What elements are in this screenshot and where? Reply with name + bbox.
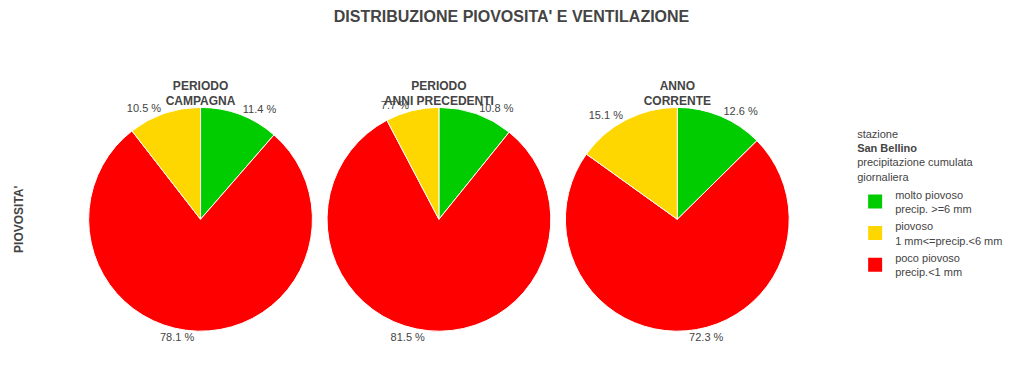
svg-text:piovoso1 mm<=precip.<6 mm: piovoso1 mm<=precip.<6 mm (895, 220, 1002, 246)
svg-text:molto piovosoprecip. >=6 mm: molto piovosoprecip. >=6 mm (895, 189, 971, 215)
svg-text:7.7 %: 7.7 % (381, 99, 409, 111)
svg-text:78.1 %: 78.1 % (160, 331, 194, 343)
svg-text:PIOVOSITA': PIOVOSITA' (12, 185, 26, 252)
svg-text:10.8 %: 10.8 % (479, 102, 513, 114)
svg-text:15.1 %: 15.1 % (589, 109, 623, 121)
svg-text:12.6 %: 12.6 % (723, 105, 757, 117)
svg-text:10.5 %: 10.5 % (127, 102, 161, 114)
svg-text:72.3 %: 72.3 % (689, 331, 723, 343)
svg-text:stazioneSan Bellinoprecipitazi: stazioneSan Bellinoprecipitazione cumula… (857, 128, 973, 183)
svg-text:PERIODOCAMPAGNA: PERIODOCAMPAGNA (166, 79, 236, 109)
svg-text:DISTRIBUZIONE PIOVOSITA' E VEN: DISTRIBUZIONE PIOVOSITA' E VENTILAZIONE (334, 8, 690, 25)
svg-text:poco piovosoprecip.<1 mm: poco piovosoprecip.<1 mm (895, 252, 962, 278)
svg-text:ANNOCORRENTE: ANNOCORRENTE (644, 79, 711, 109)
svg-text:PERIODOANNI PRECEDENTI: PERIODOANNI PRECEDENTI (384, 79, 494, 109)
svg-text:81.5 %: 81.5 % (391, 331, 425, 343)
svg-text:11.4 %: 11.4 % (243, 103, 277, 115)
